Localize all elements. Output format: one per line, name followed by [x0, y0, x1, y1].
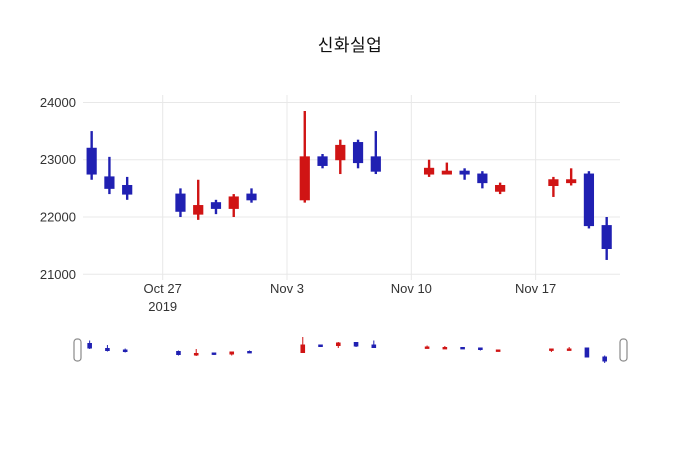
- main-plot[interactable]: [86, 111, 612, 260]
- x-axis-labels: Oct 27 2019 Nov 3 Nov 10 Nov 17: [144, 281, 557, 314]
- range-slider[interactable]: [87, 337, 607, 363]
- grid-layer: [83, 95, 620, 280]
- chart-title: 신화실업: [317, 36, 383, 55]
- svg-text:24000: 24000: [40, 95, 76, 110]
- svg-text:Nov 3: Nov 3: [270, 281, 304, 296]
- svg-text:Nov 10: Nov 10: [391, 281, 432, 296]
- range-slider-handle-right[interactable]: [619, 338, 628, 362]
- svg-text:Nov 17: Nov 17: [515, 281, 556, 296]
- svg-text:23000: 23000: [40, 152, 76, 167]
- svg-text:21000: 21000: [40, 267, 76, 282]
- svg-text:22000: 22000: [40, 209, 76, 224]
- range-slider-handle-left[interactable]: [73, 338, 82, 362]
- y-axis-labels: 21000 22000 23000 24000: [40, 95, 76, 282]
- svg-text:Oct 27: Oct 27: [144, 281, 182, 296]
- svg-text:2019: 2019: [148, 299, 177, 314]
